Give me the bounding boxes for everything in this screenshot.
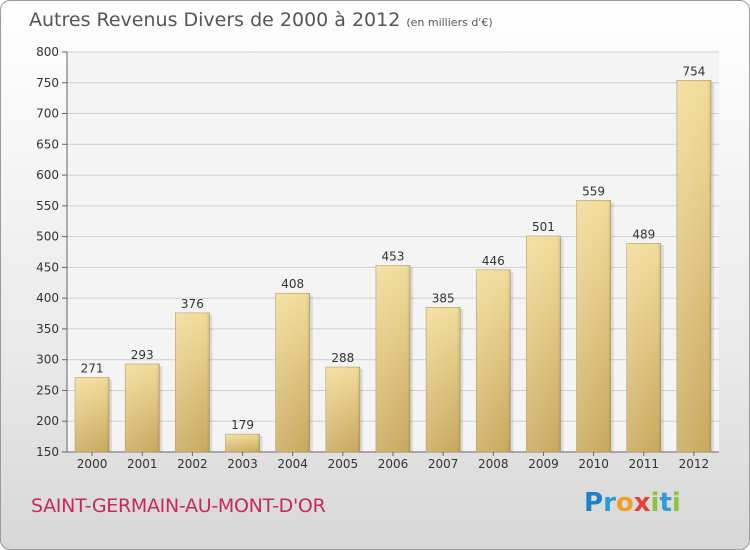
city-name: SAINT-GERMAIN-AU-MONT-D'OR	[31, 495, 326, 517]
value-label-2002: 376	[181, 297, 204, 311]
bar-highlight	[75, 377, 110, 452]
y-tick-label: 500	[36, 230, 59, 244]
chart-title-block: Autres Revenus Divers de 2000 à 2012 (en …	[29, 9, 493, 31]
x-tick-label-2001: 2001	[127, 457, 158, 471]
x-tick-label-2004: 2004	[277, 457, 308, 471]
y-tick-label: 600	[36, 168, 59, 182]
chart-title: Autres Revenus Divers de 2000 à 2012	[29, 9, 401, 31]
value-label-2007: 385	[432, 291, 455, 305]
x-tick-label-2003: 2003	[227, 457, 258, 471]
y-tick-label: 200	[36, 414, 59, 428]
value-label-2011: 489	[632, 227, 655, 241]
x-tick-label-2007: 2007	[428, 457, 459, 471]
x-tick-label-2011: 2011	[628, 457, 659, 471]
value-label-2005: 288	[331, 351, 354, 365]
y-tick-label: 650	[36, 137, 59, 151]
x-tick-label-2000: 2000	[77, 457, 108, 471]
x-tick-label-2006: 2006	[378, 457, 409, 471]
bar-highlight	[676, 80, 711, 453]
y-tick-label: 350	[36, 322, 59, 336]
x-tick-label-2009: 2009	[528, 457, 559, 471]
x-tick-label-2002: 2002	[177, 457, 208, 471]
y-tick-label: 300	[36, 353, 59, 367]
value-label-2000: 271	[81, 362, 104, 376]
bar-highlight	[225, 434, 260, 452]
bar-highlight	[426, 307, 461, 452]
value-label-2006: 453	[382, 250, 405, 264]
bar-highlight	[375, 265, 411, 452]
y-tick-label: 750	[36, 76, 59, 90]
bar-highlight	[325, 367, 360, 452]
y-tick-label: 250	[36, 383, 59, 397]
value-label-2004: 408	[281, 277, 304, 291]
x-tick-label-2008: 2008	[478, 457, 509, 471]
x-tick-label-2012: 2012	[679, 457, 710, 471]
value-label-2001: 293	[131, 348, 154, 362]
x-tick-label-2005: 2005	[328, 457, 359, 471]
y-tick-label: 550	[36, 199, 59, 213]
value-label-2008: 446	[482, 254, 505, 268]
proxiti-logo: Proxiti	[584, 488, 681, 518]
value-label-2003: 179	[231, 418, 254, 432]
y-tick-label: 700	[36, 107, 59, 121]
y-tick-label: 150	[36, 445, 59, 459]
y-tick-label: 400	[36, 291, 59, 305]
bar-highlight	[626, 243, 661, 452]
bar-highlight	[576, 200, 611, 452]
chart-subtitle: (en milliers d'€)	[406, 16, 493, 29]
bar-highlight	[526, 236, 561, 452]
bar-highlight	[275, 293, 310, 452]
bar-highlight	[476, 269, 511, 452]
y-tick-label: 800	[36, 45, 59, 59]
value-label-2010: 559	[582, 184, 605, 198]
y-tick-label: 450	[36, 260, 59, 274]
bar-highlight	[125, 364, 160, 452]
value-label-2009: 501	[532, 220, 555, 234]
x-tick-label-2010: 2010	[578, 457, 609, 471]
value-label-2012: 754	[682, 64, 705, 78]
bar-highlight	[175, 312, 210, 452]
